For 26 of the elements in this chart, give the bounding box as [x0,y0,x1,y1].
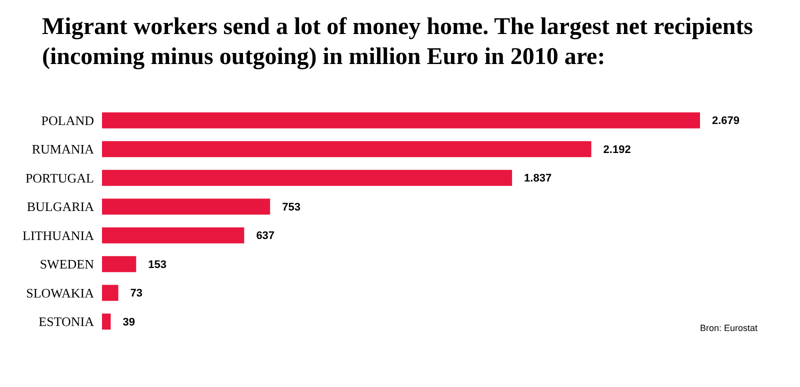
y-tick-label: LITHUANIA [22,228,95,243]
annotation: Bron: Eurostat [700,323,758,333]
y-tick-label: RUMANIA [32,142,95,157]
bar [102,284,118,301]
y-tick-label: PORTUGAL [25,170,94,186]
bar [102,314,111,330]
bar [102,198,270,215]
chart-title: Migrant workers send a lot of money home. The largest net recipients (incoming minus outgoing) in million Euro in 2010 are: [42,13,754,72]
bar [102,256,136,272]
data-label: 153 [148,258,167,271]
data-label: 1.837 [524,172,552,185]
bar [102,227,244,244]
data-label: 2.679 [712,115,740,128]
y-tick-label: POLAND [41,112,94,128]
bar [102,170,512,186]
y-tick-label: SLOWAKIA [26,285,95,300]
y-tick-label: ESTONIA [38,314,95,330]
data-label: 73 [130,288,143,300]
data-label: 39 [122,316,135,328]
data-label: 753 [282,201,300,214]
data-label: 2.192 [603,144,631,156]
y-tick-label: BULGARIA [26,199,95,214]
bar [102,112,700,128]
y-tick-label: SWEDEN [40,256,95,272]
bar [102,141,592,158]
data-label: 637 [256,230,275,242]
